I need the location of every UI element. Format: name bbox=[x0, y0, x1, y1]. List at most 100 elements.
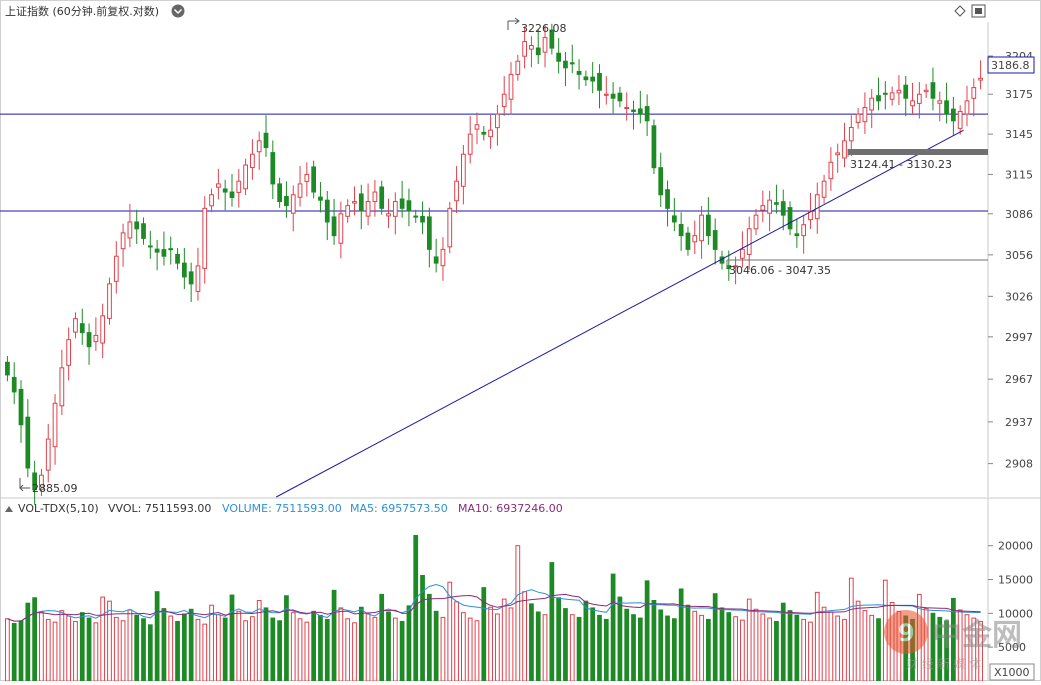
candle[interactable] bbox=[345, 199, 351, 223]
candle[interactable] bbox=[780, 189, 786, 231]
candle[interactable] bbox=[59, 349, 65, 416]
candle[interactable] bbox=[454, 166, 459, 213]
candle[interactable] bbox=[447, 202, 453, 254]
candle[interactable] bbox=[161, 231, 167, 266]
candle[interactable] bbox=[522, 26, 527, 69]
candle[interactable] bbox=[889, 86, 895, 106]
candle[interactable] bbox=[706, 197, 711, 245]
candle[interactable] bbox=[39, 468, 44, 497]
candle[interactable] bbox=[379, 180, 385, 215]
candle[interactable] bbox=[617, 86, 623, 108]
candle[interactable] bbox=[542, 25, 548, 68]
candle[interactable] bbox=[794, 218, 800, 248]
candle[interactable] bbox=[978, 60, 983, 90]
candle[interactable] bbox=[855, 107, 861, 129]
candle[interactable] bbox=[651, 119, 657, 175]
candle[interactable] bbox=[746, 216, 752, 270]
candle[interactable] bbox=[563, 51, 568, 86]
candle[interactable] bbox=[740, 231, 745, 268]
candle[interactable] bbox=[862, 92, 868, 134]
candle[interactable] bbox=[671, 197, 677, 232]
candle[interactable] bbox=[175, 248, 180, 270]
candle[interactable] bbox=[474, 112, 480, 145]
candle[interactable] bbox=[86, 323, 92, 365]
candle[interactable] bbox=[331, 198, 337, 245]
candle[interactable] bbox=[481, 126, 487, 141]
candle[interactable] bbox=[712, 218, 718, 265]
candle[interactable] bbox=[535, 29, 541, 64]
candle[interactable] bbox=[821, 174, 827, 204]
candle[interactable] bbox=[256, 131, 262, 170]
candle[interactable] bbox=[168, 236, 174, 265]
candle[interactable] bbox=[876, 77, 881, 111]
candle[interactable] bbox=[358, 184, 364, 230]
candle[interactable] bbox=[842, 122, 847, 168]
candle[interactable] bbox=[284, 181, 289, 218]
candle[interactable] bbox=[957, 105, 963, 135]
candle[interactable] bbox=[318, 181, 323, 213]
candle[interactable] bbox=[399, 180, 405, 218]
candle[interactable] bbox=[488, 115, 493, 149]
candle[interactable] bbox=[66, 327, 72, 381]
candle[interactable] bbox=[508, 62, 514, 115]
candle[interactable] bbox=[141, 217, 146, 245]
candle[interactable] bbox=[835, 143, 841, 173]
candle[interactable] bbox=[250, 139, 255, 180]
candle[interactable] bbox=[134, 209, 140, 244]
candle[interactable] bbox=[644, 94, 650, 136]
volume-collapse-icon[interactable] bbox=[5, 506, 13, 512]
candle[interactable] bbox=[277, 177, 282, 208]
candle[interactable] bbox=[637, 90, 643, 124]
candle[interactable] bbox=[930, 67, 936, 111]
candle[interactable] bbox=[222, 179, 228, 211]
candle[interactable] bbox=[352, 186, 357, 216]
candle[interactable] bbox=[209, 188, 214, 213]
candle[interactable] bbox=[603, 76, 609, 105]
candle[interactable] bbox=[324, 190, 330, 241]
candle[interactable] bbox=[495, 104, 500, 146]
candle[interactable] bbox=[869, 88, 875, 129]
candle[interactable] bbox=[556, 38, 562, 74]
candle[interactable] bbox=[297, 165, 303, 207]
candle[interactable] bbox=[304, 162, 310, 197]
candle[interactable] bbox=[11, 362, 17, 405]
candle[interactable] bbox=[5, 355, 10, 382]
candle[interactable] bbox=[413, 209, 419, 223]
candle[interactable] bbox=[433, 238, 439, 273]
candle[interactable] bbox=[100, 303, 106, 359]
candle[interactable] bbox=[113, 241, 119, 294]
candle[interactable] bbox=[937, 91, 943, 122]
trendline[interactable] bbox=[275, 129, 964, 498]
candle[interactable] bbox=[93, 317, 99, 351]
candle[interactable] bbox=[229, 173, 235, 207]
candle[interactable] bbox=[216, 168, 221, 200]
candle[interactable] bbox=[787, 201, 793, 236]
candle[interactable] bbox=[195, 247, 201, 301]
candle[interactable] bbox=[127, 203, 133, 248]
candle[interactable] bbox=[944, 82, 949, 124]
candle[interactable] bbox=[549, 23, 555, 55]
candle[interactable] bbox=[79, 308, 85, 345]
candle[interactable] bbox=[426, 207, 432, 268]
candle[interactable] bbox=[828, 147, 834, 191]
candle[interactable] bbox=[685, 226, 691, 256]
candle[interactable] bbox=[624, 92, 630, 121]
candle[interactable] bbox=[971, 78, 977, 117]
candle[interactable] bbox=[290, 185, 296, 232]
candle[interactable] bbox=[903, 75, 909, 117]
candle[interactable] bbox=[583, 70, 589, 86]
candle[interactable] bbox=[916, 82, 922, 119]
candle[interactable] bbox=[461, 145, 466, 205]
candle[interactable] bbox=[529, 36, 534, 68]
candle[interactable] bbox=[181, 248, 187, 290]
candle[interactable] bbox=[154, 239, 160, 271]
candle[interactable] bbox=[107, 277, 112, 325]
candle[interactable] bbox=[202, 196, 208, 284]
candle[interactable] bbox=[188, 262, 194, 302]
candle[interactable] bbox=[338, 201, 344, 259]
candle[interactable] bbox=[678, 212, 684, 251]
candle[interactable] bbox=[590, 62, 596, 94]
candle[interactable] bbox=[365, 183, 371, 226]
candle[interactable] bbox=[386, 198, 391, 229]
chevron-down-icon[interactable] bbox=[171, 4, 185, 18]
